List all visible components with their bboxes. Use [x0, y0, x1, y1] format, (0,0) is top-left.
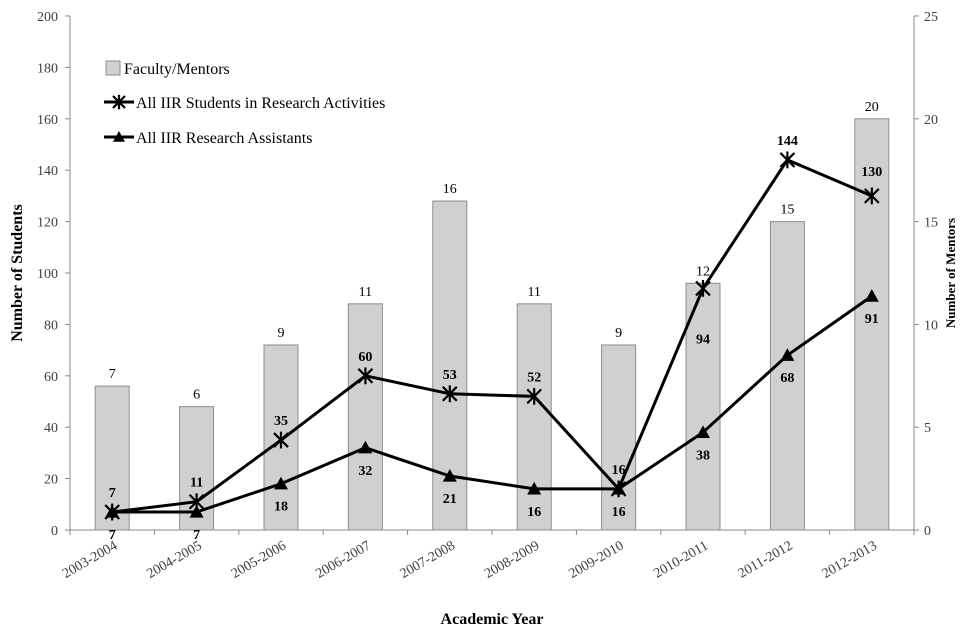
marker-triangle: [189, 505, 204, 518]
assistant-value-label: 16: [527, 505, 541, 520]
y-axis-title: Number of Students: [9, 204, 26, 342]
student-value-label: 94: [696, 332, 710, 347]
marker-triangle: [864, 289, 879, 302]
bar-value-label: 16: [443, 182, 457, 197]
data-labels: 7 6 9 11 16 11 9 12 15 20 7 11 35 60 53 52 16 94 144 130 7 7 1…: [109, 100, 883, 543]
bar-value-label: 7: [109, 367, 116, 382]
marker-triangle: [113, 131, 125, 142]
bar-value-label: 6: [193, 388, 200, 403]
x-tick-label: 2008-2009: [482, 538, 542, 581]
assistant-value-label: 21: [443, 492, 457, 507]
y2-tick-label: 5: [924, 421, 931, 436]
student-value-label: 53: [443, 368, 457, 383]
bar-value-label: 20: [865, 100, 879, 115]
x-tick-label: 2004-2005: [145, 538, 205, 581]
assistant-value-label: 68: [780, 371, 794, 386]
y2-tick-label: 25: [924, 10, 938, 25]
assistant-value-label: 32: [358, 464, 372, 479]
assistant-value-label: 91: [865, 312, 879, 327]
student-value-label: 144: [777, 134, 798, 149]
student-value-label: 11: [190, 476, 203, 491]
legend-swatch-bar: [105, 60, 121, 76]
student-value-label: 7: [109, 486, 116, 501]
marker-triangle: [696, 425, 710, 438]
student-value-label: 35: [274, 414, 288, 429]
bar: [601, 344, 637, 531]
y2-tick-label: 0: [924, 524, 931, 539]
x-axis-title: Academic Year: [441, 611, 544, 628]
line-research-assistants: [112, 294, 873, 514]
marker-triangle: [442, 469, 457, 482]
marker-asterisk: [864, 187, 880, 205]
assistant-value-label: 16: [612, 505, 626, 520]
bar-value-label: 9: [615, 326, 622, 341]
bar: [516, 303, 552, 531]
legend-label: Faculty/Mentors: [124, 61, 230, 78]
bar-value-label: 12: [696, 264, 710, 279]
x-tick-label: 2006-2007: [313, 538, 373, 581]
marker-asterisk: [442, 385, 458, 403]
marker-asterisk: [610, 480, 627, 498]
legend-label: All IIR Students in Research Activities: [136, 95, 385, 112]
x-tick-label: 2005-2006: [229, 538, 289, 581]
bar: [685, 282, 721, 531]
legend-label: All IIR Research Assistants: [136, 130, 312, 147]
line-series: [104, 151, 880, 521]
y2-tick-label: 10: [924, 318, 938, 333]
marker-asterisk: [112, 94, 126, 110]
y-tick-label: 160: [37, 113, 58, 128]
marker-triangle: [358, 440, 373, 454]
marker-triangle: [527, 481, 542, 495]
line-students-research: [112, 158, 873, 514]
bar: [854, 118, 890, 531]
y2-tick-label: 15: [924, 216, 938, 231]
y-tick-label: 80: [44, 318, 58, 333]
y-tick-label: 0: [51, 524, 58, 539]
bar-value-label: 11: [359, 285, 372, 300]
marker-triangle: [780, 348, 795, 361]
x-tick-label: 2010-2011: [651, 538, 711, 581]
assistant-value-label: 38: [696, 448, 710, 463]
assistant-value-label: 7: [109, 528, 116, 543]
bars-faculty-mentors: [94, 118, 890, 531]
marker-asterisk: [273, 431, 289, 449]
marker-triangle: [274, 476, 288, 490]
bar: [769, 221, 805, 531]
y-tick-label: 40: [44, 421, 58, 436]
student-value-label: 130: [861, 165, 882, 180]
x-tick-label: 2012-2013: [820, 538, 880, 581]
marker-asterisk: [104, 503, 120, 521]
legend: Faculty/Mentors All IIR Students in Resea…: [104, 60, 385, 147]
bar-value-label: 11: [527, 285, 540, 300]
y2-axis-title: Number of Mentors: [943, 218, 958, 328]
bar: [347, 303, 383, 531]
assistant-value-label: 7: [193, 528, 200, 543]
marker-asterisk: [357, 367, 374, 385]
y-tick-label: 180: [37, 61, 58, 76]
marker-asterisk: [188, 493, 205, 511]
y-tick-label: 200: [37, 10, 58, 25]
student-value-label: 52: [527, 370, 541, 385]
x-tick-label: 2011-2012: [736, 538, 796, 581]
x-tick-label: 2007-2008: [398, 538, 458, 581]
bar-value-label: 9: [278, 326, 285, 341]
marker-asterisk: [695, 280, 711, 297]
x-tick-label: 2003-2004: [60, 538, 120, 581]
student-value-label: 60: [358, 350, 372, 365]
assistant-value-label: 18: [274, 500, 288, 515]
x-tick-label: 2009-2010: [567, 538, 627, 581]
marker-asterisk: [779, 151, 796, 169]
y-tick-label: 120: [37, 216, 58, 231]
bar-value-label: 15: [780, 203, 794, 218]
y-tick-label: 20: [44, 473, 58, 488]
student-value-label: 16: [612, 463, 626, 478]
y-tick-label: 100: [37, 267, 58, 282]
y-tick-label: 60: [44, 370, 58, 385]
y-tick-label: 140: [37, 164, 58, 179]
marker-asterisk: [526, 387, 542, 405]
y2-tick-label: 20: [924, 113, 938, 128]
